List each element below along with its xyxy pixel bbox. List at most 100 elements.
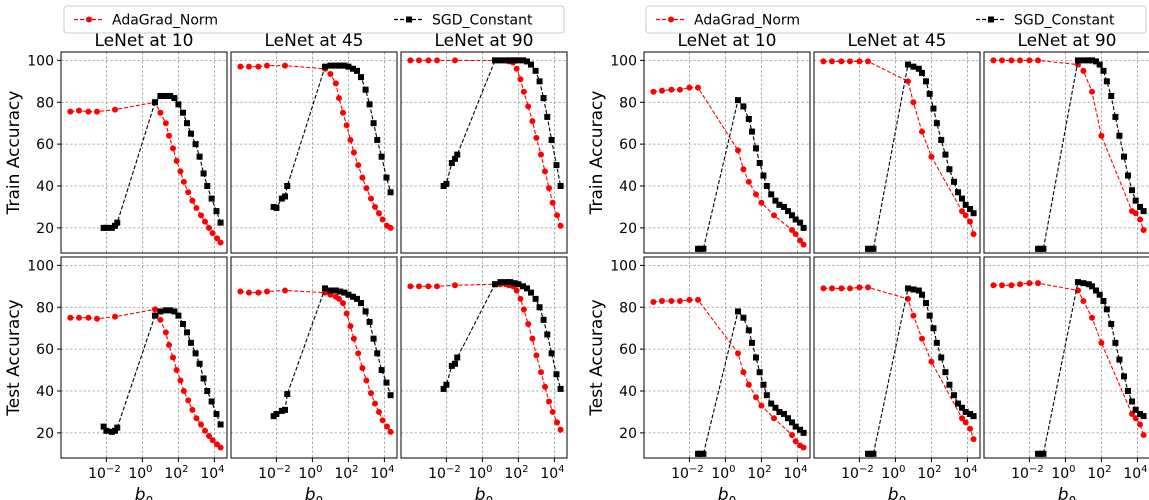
data-point-circle: [177, 168, 184, 175]
data-point-circle: [336, 95, 343, 102]
data-point-square: [282, 406, 289, 413]
data-point-circle: [375, 408, 382, 415]
data-point-square: [208, 398, 215, 405]
data-point-square: [1092, 58, 1099, 65]
data-point-circle: [554, 419, 561, 426]
data-point-square: [1132, 406, 1139, 413]
panel-frame: [230, 256, 398, 459]
data-point-square: [776, 408, 783, 415]
data-point-square: [1040, 245, 1047, 252]
data-point-square: [497, 57, 504, 64]
data-point-square: [904, 61, 911, 68]
series-line: [103, 95, 222, 229]
y-tick-label: 80: [36, 95, 54, 111]
panel: 20 40 60 80 100 10−2 100 102 104 b0: [610, 256, 811, 500]
data-point-circle: [1140, 226, 1147, 233]
data-point-square: [926, 312, 933, 319]
data-point-circle: [246, 63, 253, 70]
data-point-square: [772, 404, 779, 411]
y-axis-label: Train Accuracy: [587, 91, 607, 216]
data-point-circle: [209, 437, 216, 444]
data-point-square: [200, 375, 207, 382]
data-point-circle: [1008, 282, 1015, 289]
data-point-square: [756, 159, 763, 166]
x-tick-label: 10−2: [671, 464, 704, 482]
data-point-circle: [193, 204, 200, 211]
panel: LeNet at 45: [230, 31, 398, 254]
data-point-circle: [198, 212, 205, 219]
data-point-circle: [169, 145, 176, 152]
data-point-circle: [434, 283, 441, 290]
data-point-circle: [677, 86, 684, 93]
data-point-square: [933, 120, 940, 127]
data-point-square: [958, 195, 965, 202]
data-point-square: [946, 381, 953, 388]
data-point-circle: [999, 57, 1006, 64]
data-point-square: [103, 224, 110, 231]
data-point-circle: [758, 402, 765, 409]
series-line: [410, 59, 562, 226]
data-point-square: [114, 424, 121, 431]
data-point-square: [282, 193, 289, 200]
data-point-square: [926, 90, 933, 97]
data-point-square: [1112, 339, 1119, 346]
data-point-square: [452, 155, 459, 162]
data-point-circle: [1026, 57, 1033, 64]
data-point-square: [187, 339, 194, 346]
data-point-square: [772, 197, 779, 204]
data-point-square: [734, 97, 741, 104]
data-point-circle: [379, 417, 386, 424]
data-point-circle: [838, 285, 845, 292]
data-point-circle: [202, 427, 209, 434]
data-point-square: [108, 428, 115, 435]
data-point-circle: [384, 423, 391, 430]
data-point-square: [350, 65, 357, 72]
data-point-square: [548, 350, 555, 357]
data-point-square: [112, 222, 119, 229]
panel: 20 40 60 80 100 LeNet at 10: [610, 31, 811, 254]
data-point-circle: [695, 84, 702, 91]
data-point-circle: [800, 241, 807, 248]
data-point-square: [357, 74, 364, 81]
data-point-square: [955, 189, 962, 196]
data-point-square: [511, 57, 518, 64]
data-point-square: [341, 289, 348, 296]
data-point-circle: [336, 295, 343, 302]
data-point-square: [867, 450, 874, 457]
y-tick-label: 60: [36, 137, 54, 153]
data-point-square: [970, 413, 977, 420]
data-point-square: [327, 62, 334, 69]
panel: LeNet at 90: [400, 31, 568, 254]
data-point-circle: [162, 120, 169, 127]
data-point-square: [327, 287, 334, 294]
data-point-square: [776, 201, 783, 208]
data-point-square: [1103, 78, 1110, 85]
data-point-circle: [999, 282, 1006, 289]
data-point-circle: [379, 216, 386, 223]
data-point-square: [213, 411, 220, 418]
x-tick-label: 102: [164, 464, 188, 482]
data-point-circle: [180, 178, 187, 185]
x-tick-label: 100: [1051, 464, 1075, 482]
panel-frame: [643, 51, 811, 254]
panel-title: LeNet at 90: [435, 31, 534, 51]
data-point-circle: [677, 297, 684, 304]
data-point-circle: [967, 218, 974, 225]
y-tick-label: 80: [619, 95, 637, 111]
y-tick-label: 40: [36, 384, 54, 400]
data-point-square: [440, 385, 447, 392]
data-point-square: [760, 172, 767, 179]
data-point-circle: [734, 147, 741, 154]
data-point-square: [540, 316, 547, 323]
data-point-circle: [407, 57, 414, 64]
y-tick-label: 80: [36, 300, 54, 316]
x-tick-label: 100: [128, 464, 152, 482]
data-point-square: [1121, 373, 1128, 380]
data-point-circle: [1137, 216, 1144, 223]
data-point-circle: [189, 197, 196, 204]
data-point-circle: [820, 58, 827, 65]
data-point-square: [151, 312, 158, 319]
data-point-square: [162, 92, 169, 99]
data-point-square: [797, 219, 804, 226]
data-point-circle: [85, 314, 92, 321]
